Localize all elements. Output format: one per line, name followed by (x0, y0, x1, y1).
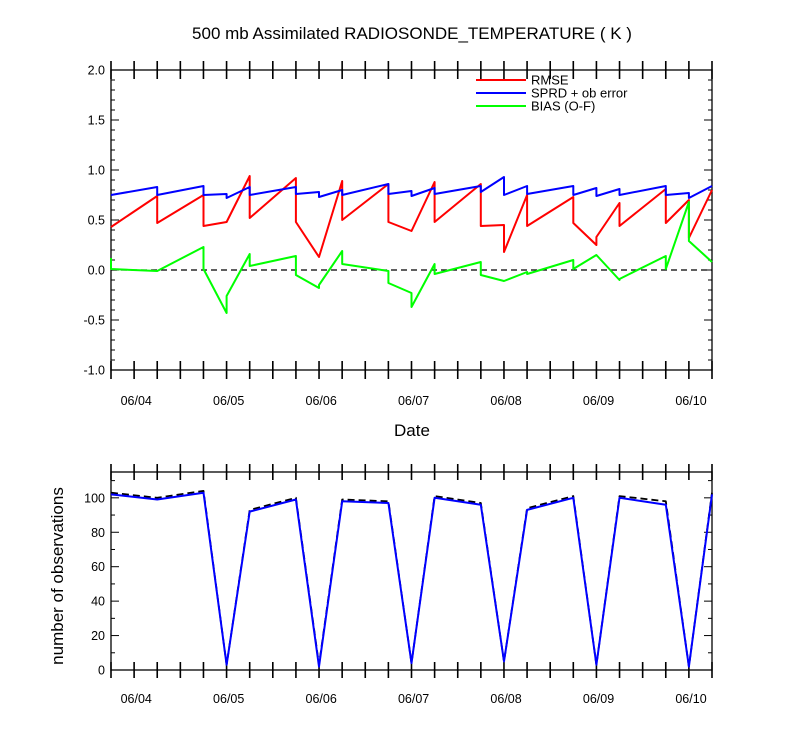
top-x-tick-label: 06/08 (490, 394, 521, 408)
top-chart: -1.0 -0.5 0.0 0.5 1.0 1.5 2.0 06/04 06/05 06/06 06… (83, 61, 713, 408)
bottom-y-tick-label: 0 (98, 664, 105, 678)
bottom-x-tick-label: 06/09 (583, 692, 614, 706)
bottom-x-tick-label: 06/07 (398, 692, 429, 706)
top-plot-frame (110, 69, 713, 371)
bottom-x-tick-label: 06/08 (490, 692, 521, 706)
top-y-tick-label: 2.0 (88, 64, 105, 78)
top-y-tick-label: -0.5 (83, 314, 105, 328)
top-y-tick-label: 0.5 (88, 214, 105, 228)
bottom-y-tick-label: 100 (84, 491, 105, 505)
top-series-sprd-ob-error (110, 176, 713, 199)
top-y-tick-label: -1.0 (83, 364, 105, 378)
bottom-chart: 0 20 40 60 80 100 06/04 06/05 06/06 06/07 06/08 06/… (84, 464, 713, 706)
bottom-x-tick-label: 06/05 (213, 692, 244, 706)
top-x-axis-label: Date (394, 421, 430, 440)
top-x-tick-label: 06/05 (213, 394, 244, 408)
top-y-tick-label: 1.0 (88, 164, 105, 178)
bottom-x-tick-label: 06/10 (675, 692, 706, 706)
legend-label: SPRD + ob error (531, 86, 628, 101)
bottom-plot-frame (110, 471, 713, 671)
bottom-y-tick-label: 40 (91, 595, 105, 609)
bottom-x-tick-label: 06/06 (306, 692, 337, 706)
top-y-tick-label: 1.5 (88, 114, 105, 128)
top-x-tick-label: 06/07 (398, 394, 429, 408)
chart-title: 500 mb Assimilated RADIOSONDE_TEMPERATUR… (192, 24, 632, 43)
legend-label: BIAS (O-F) (531, 99, 595, 114)
top-series-bias-o-f (110, 201, 713, 314)
bottom-series-used (110, 491, 713, 668)
bottom-y-tick-label: 20 (91, 629, 105, 643)
bottom-y-tick-label: 60 (91, 560, 105, 574)
top-x-tick-label: 06/06 (306, 394, 337, 408)
top-series-rmse (110, 175, 713, 258)
top-x-tick-label: 06/09 (583, 394, 614, 408)
top-x-tick-label: 06/04 (121, 394, 152, 408)
bottom-series-possible (110, 489, 713, 668)
top-x-tick-label: 06/10 (675, 394, 706, 408)
legend-label: RMSE (531, 73, 569, 88)
bottom-x-tick-label: 06/04 (121, 692, 152, 706)
bottom-y-tick-label: 80 (91, 526, 105, 540)
top-y-tick-label: 0.0 (88, 264, 105, 278)
bottom-y-axis-label: number of observations (48, 487, 67, 665)
